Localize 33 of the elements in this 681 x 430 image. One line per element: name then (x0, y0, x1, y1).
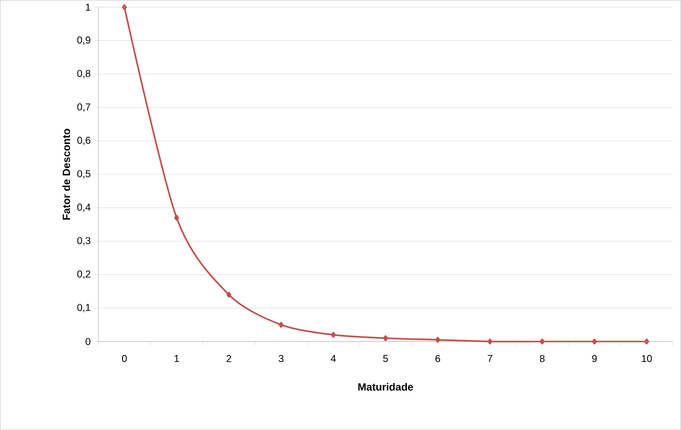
x-tick-label: 10 (642, 355, 652, 362)
y-axis-title: Fator de Desconto (62, 128, 70, 220)
y-tick-label: 0,8 (77, 70, 90, 78)
x-tick-label: 9 (592, 355, 597, 362)
point (174, 214, 180, 221)
point (226, 292, 232, 298)
y-tick-label: 0,9 (77, 36, 90, 45)
y-tick-label: 0,6 (77, 136, 90, 146)
x-tick-label: 4 (330, 355, 336, 362)
y-tick-label: 0,4 (77, 204, 90, 212)
y-tick-label: 0,7 (77, 103, 90, 112)
x-tick-label: 1 (174, 355, 179, 362)
point (592, 338, 597, 345)
x-tick-label: 8 (540, 355, 545, 362)
x-tick-label: 5 (383, 355, 388, 362)
point (278, 322, 284, 328)
x-tick-label: 2 (226, 355, 232, 362)
x-tick-label: 6 (435, 355, 440, 362)
x-tick-label: 7 (488, 355, 492, 362)
y-tick-label: 0,5 (77, 170, 90, 179)
x-axis-title: Maturidade (358, 383, 414, 391)
point (540, 338, 545, 345)
y-tick-label: 0,2 (77, 270, 90, 279)
point (488, 338, 492, 345)
x-tick-label: 3 (278, 355, 284, 362)
x-tick-label: 0 (122, 355, 127, 362)
y-tick-label: 0,3 (77, 237, 90, 246)
y-tick-label: 1 (86, 4, 90, 11)
point (435, 336, 440, 343)
point (383, 335, 388, 342)
y-tick-label: 0,1 (77, 304, 90, 312)
point (330, 332, 336, 338)
y-tick-label: 0 (86, 338, 90, 346)
